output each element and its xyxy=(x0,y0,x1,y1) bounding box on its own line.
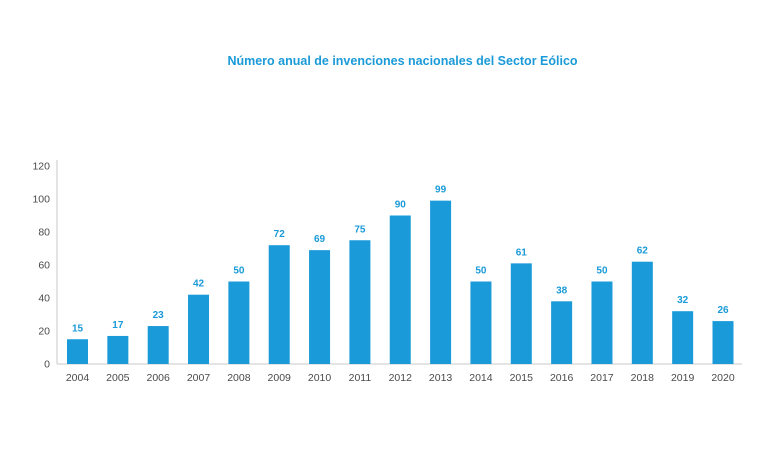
data-label: 17 xyxy=(112,320,124,331)
y-tick-label: 100 xyxy=(32,194,50,206)
bar xyxy=(631,261,653,364)
x-tick-label: 2011 xyxy=(349,372,372,384)
data-label: 61 xyxy=(516,247,528,258)
data-label: 50 xyxy=(233,266,245,277)
data-label: 23 xyxy=(153,310,165,321)
data-label: 62 xyxy=(637,246,649,257)
x-tick-label: 2018 xyxy=(631,372,655,384)
bar xyxy=(309,250,331,364)
x-tick-label: 2006 xyxy=(147,372,171,384)
x-tick-label: 2013 xyxy=(429,372,453,384)
x-tick-label: 2004 xyxy=(66,372,90,384)
x-tick-label: 2016 xyxy=(550,372,574,384)
x-tick-label: 2005 xyxy=(106,372,130,384)
data-label: 50 xyxy=(596,266,608,277)
bar xyxy=(591,281,613,364)
x-tick-label: 2012 xyxy=(389,372,413,384)
y-tick-label: 20 xyxy=(38,326,50,338)
chart-title: Número anual de invenciones nacionales d… xyxy=(227,54,578,68)
x-tick-label: 2008 xyxy=(227,372,251,384)
data-label: 69 xyxy=(314,234,326,245)
bar xyxy=(389,215,411,364)
x-tick-label: 2017 xyxy=(590,372,614,384)
x-tick-label: 2009 xyxy=(268,372,292,384)
data-label: 26 xyxy=(717,305,729,316)
x-tick-label: 2020 xyxy=(711,372,735,384)
y-tick-label: 60 xyxy=(38,260,50,272)
bar xyxy=(228,281,250,364)
x-tick-label: 2019 xyxy=(671,372,695,384)
data-label: 90 xyxy=(395,200,407,211)
bar xyxy=(107,335,129,364)
x-tick-label: 2014 xyxy=(469,372,493,384)
bar xyxy=(147,326,169,364)
data-label: 99 xyxy=(435,185,447,196)
bar xyxy=(268,245,290,364)
data-label: 38 xyxy=(556,285,568,296)
bar xyxy=(712,321,734,364)
y-tick-label: 0 xyxy=(44,359,50,371)
y-tick-label: 120 xyxy=(32,161,50,173)
bar xyxy=(672,311,694,364)
data-label: 15 xyxy=(72,323,84,334)
data-label: 50 xyxy=(475,266,487,277)
bar xyxy=(430,200,452,364)
x-tick-label: 2007 xyxy=(187,372,211,384)
data-label: 72 xyxy=(274,229,286,240)
bar xyxy=(551,301,573,364)
data-label: 42 xyxy=(193,279,205,290)
y-tick-label: 40 xyxy=(38,293,50,305)
x-tick-label: 2015 xyxy=(510,372,534,384)
bar xyxy=(349,240,371,364)
x-tick-label: 2010 xyxy=(308,372,332,384)
data-label: 75 xyxy=(354,224,366,235)
y-tick-label: 80 xyxy=(38,227,50,239)
data-label: 32 xyxy=(677,295,689,306)
bar xyxy=(470,281,492,364)
bar xyxy=(188,294,210,364)
bar xyxy=(67,339,88,364)
bar xyxy=(510,263,532,364)
